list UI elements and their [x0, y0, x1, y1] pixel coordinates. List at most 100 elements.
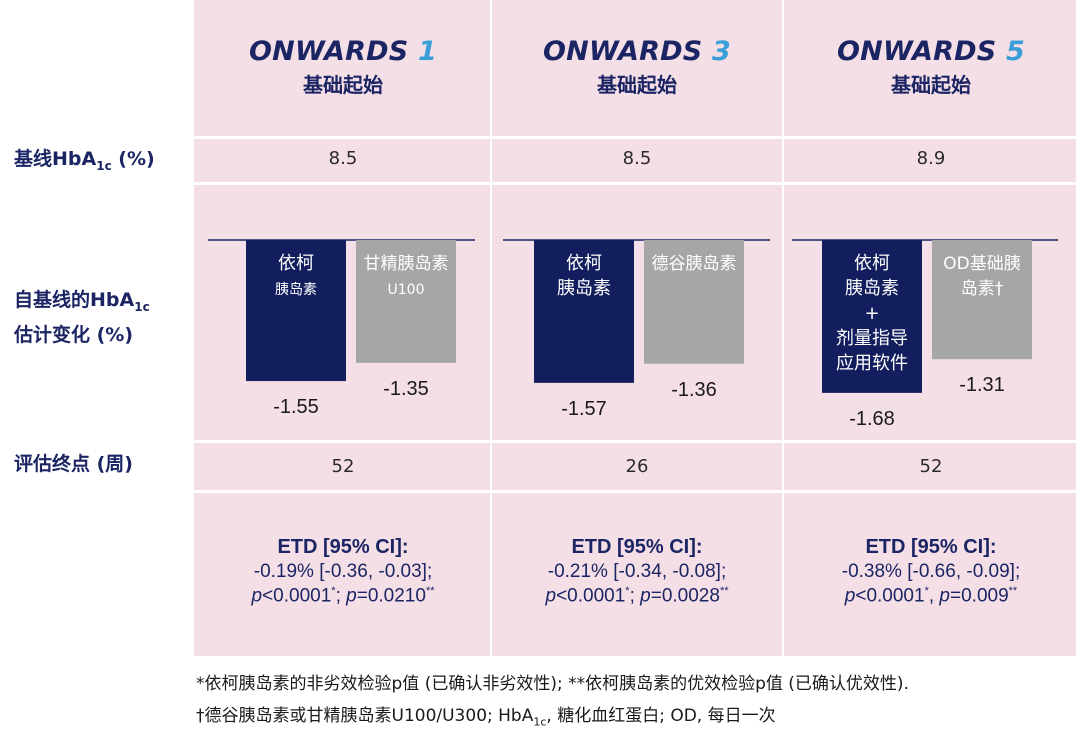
bar-treatment: [822, 240, 922, 393]
row-label-subscript: 1c: [96, 158, 112, 173]
row-label-baseline: 基线HbA1c (%): [14, 145, 155, 180]
p-footnote-mark: *: [331, 585, 336, 597]
p-footnote-mark: **: [1008, 585, 1018, 597]
footnote-line-1: *依柯胰岛素的非劣效检验p值 (已确认非劣效性); **依柯胰岛素的优效检验p值…: [196, 674, 909, 694]
trial-header-onwards-3: ONWARDS 3 基础起始: [492, 36, 782, 98]
trial-number: 5: [1005, 36, 1025, 67]
row-divider: [194, 182, 1076, 185]
bar-label: 胰岛素: [845, 278, 899, 299]
p-footnote-mark: **: [719, 585, 729, 597]
bar-label: +: [864, 303, 879, 324]
p-footnote-mark: *: [625, 585, 630, 597]
etd-block-onwards-3: ETD [95% CI]: -0.21% [-0.34, -0.08]; p<0…: [492, 536, 782, 607]
bar-label: 应用软件: [836, 353, 908, 374]
row-label-text: 评估终点 (周): [14, 453, 133, 475]
bar-label: U100: [388, 282, 425, 298]
bar-label: 依柯: [854, 253, 890, 274]
bar-value-label: -1.35: [383, 378, 429, 400]
bar-label: OD基础胰: [943, 254, 1020, 274]
p-separator: ;: [335, 585, 347, 607]
trial-subtitle: 基础起始: [891, 73, 971, 97]
trial-subtitle: 基础起始: [597, 73, 677, 97]
bar-comparator: [644, 240, 744, 364]
row-divider: [194, 490, 1076, 493]
endpoint-value: 26: [625, 456, 649, 477]
p-value: <0.0001: [855, 585, 925, 607]
p-symbol: p: [939, 585, 950, 607]
row-label-unit: (%): [111, 148, 155, 170]
bar-comparator: [356, 240, 456, 363]
bar-label: 依柯: [566, 253, 602, 274]
row-label-text: 基线HbA: [14, 148, 97, 170]
trial-title: ONWARDS 5: [786, 36, 1076, 67]
bar-value-label: -1.55: [273, 396, 319, 418]
trial-number: 1: [417, 36, 437, 67]
footnote-subscript: 1c: [533, 715, 547, 729]
row-label-change: 自基线的HbA1c 估计变化 (%): [14, 286, 150, 349]
trial-name: ONWARDS: [543, 36, 712, 67]
bar-label: 胰岛素: [557, 278, 611, 299]
trial-header-onwards-1: ONWARDS 1 基础起始: [198, 36, 488, 98]
etd-title: ETD [95% CI]:: [865, 536, 997, 558]
p-symbol: p: [251, 585, 263, 607]
p-value: <0.0001: [262, 585, 332, 607]
bar-label: 剂量指导: [836, 328, 908, 349]
trial-number: 3: [711, 36, 731, 67]
bar-label: 胰岛素: [275, 282, 317, 298]
trial-name: ONWARDS: [837, 36, 1006, 67]
p-separator: ,: [928, 585, 940, 607]
baseline-value: 8.9: [916, 148, 946, 169]
baseline-value: 8.5: [622, 148, 652, 169]
bar-value-label: -1.68: [849, 408, 895, 430]
p-footnote-mark: **: [425, 585, 435, 597]
row-label-subscript: 1c: [134, 299, 150, 314]
etd-ci: -0.19% [-0.36, -0.03];: [253, 561, 433, 582]
row-label-line: 自基线的HbA1c: [14, 286, 150, 321]
bar-treatment: [534, 240, 634, 383]
etd-block-onwards-5: ETD [95% CI]: -0.38% [-0.66, -0.09]; p<0…: [786, 536, 1076, 607]
trial-header-onwards-5: ONWARDS 5 基础起始: [786, 36, 1076, 98]
etd-ci: -0.38% [-0.66, -0.09];: [841, 561, 1021, 582]
trial-subtitle: 基础起始: [303, 73, 383, 97]
p-value: =0.009: [950, 585, 1009, 607]
bar-value-label: -1.31: [959, 374, 1005, 396]
bar-label: 甘精胰岛素: [364, 254, 449, 274]
p-symbol: p: [844, 585, 856, 607]
p-separator: ;: [629, 585, 641, 607]
p-value: =0.0028: [650, 585, 720, 607]
etd-p-values: p<0.0001*, p=0.009**: [786, 585, 1076, 607]
p-symbol: p: [346, 585, 357, 607]
row-divider: [194, 440, 1076, 443]
p-footnote-mark: *: [924, 585, 929, 597]
row-label-endpoint: 评估终点 (周): [14, 450, 133, 478]
etd-title: ETD [95% CI]:: [571, 536, 703, 558]
etd-block-onwards-1: ETD [95% CI]: -0.19% [-0.36, -0.03]; p<0…: [198, 536, 488, 607]
bar-label: 德谷胰岛素: [652, 254, 737, 274]
row-label-line: 估计变化 (%): [14, 323, 134, 346]
endpoint-value: 52: [919, 456, 943, 477]
p-symbol: p: [545, 585, 557, 607]
p-value: =0.0210: [356, 585, 426, 607]
bar-comparator: [932, 240, 1032, 360]
column-divider: [490, 0, 492, 656]
bar-treatment: [246, 240, 346, 382]
bar-label: 岛素†: [961, 279, 1004, 299]
etd-title: ETD [95% CI]:: [277, 536, 409, 558]
bar-value-label: -1.57: [561, 398, 607, 420]
column-divider: [782, 0, 784, 656]
footnote-text: , 糖化血红蛋白; OD, 每日一次: [546, 706, 776, 726]
row-label-text: 自基线的HbA: [14, 289, 135, 311]
endpoint-value: 52: [331, 456, 355, 477]
p-symbol: p: [640, 585, 651, 607]
etd-p-values: p<0.0001*; p=0.0210**: [198, 585, 488, 607]
baseline-value: 8.5: [328, 148, 358, 169]
bar-value-label: -1.36: [671, 379, 717, 401]
footnote-line-2: †德谷胰岛素或甘精胰岛素U100/U300; HbA1c, 糖化血红蛋白; OD…: [196, 701, 776, 728]
etd-p-values: p<0.0001*; p=0.0028**: [492, 585, 782, 607]
trial-title: ONWARDS 1: [198, 36, 488, 67]
row-divider: [194, 136, 1076, 139]
bar-label: 依柯: [278, 253, 314, 274]
p-value: <0.0001: [556, 585, 626, 607]
trial-title: ONWARDS 3: [492, 36, 782, 67]
